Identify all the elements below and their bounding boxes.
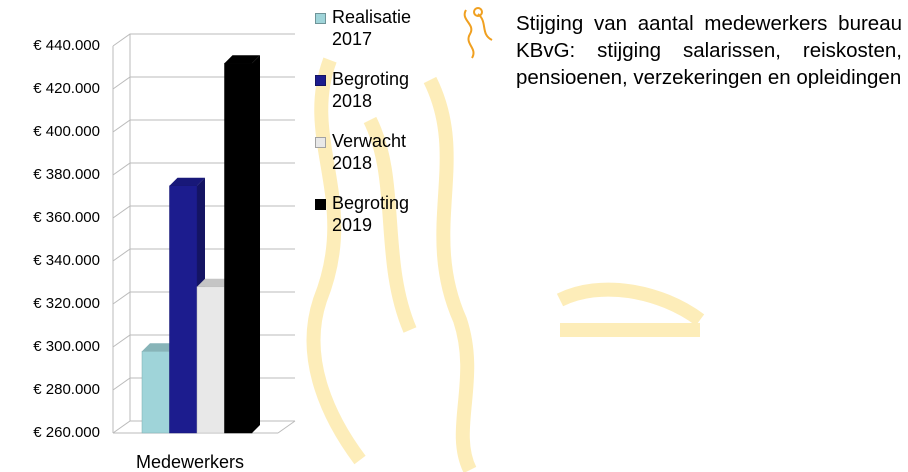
x-tick-label: Medewerkers: [136, 452, 244, 472]
legend-label: Begroting 2018: [332, 68, 424, 112]
y-tick-label: € 380.000: [33, 166, 100, 183]
y-tick-label: € 280.000: [33, 381, 100, 398]
y-tick-label: € 300.000: [33, 338, 100, 355]
legend-item: Verwacht 2018: [315, 130, 425, 174]
y-tick-label: € 360.000: [33, 209, 100, 226]
legend-label: Realisatie 2017: [332, 6, 424, 50]
bar: [225, 63, 253, 433]
bar: [170, 186, 198, 433]
y-tick-label: € 260.000: [33, 424, 100, 441]
y-tick-label: € 440.000: [33, 37, 100, 54]
legend-label: Verwacht 2018: [332, 130, 424, 174]
page: € 260.000 € 280.000 € 300.000 € 320.000 € 34…: [0, 0, 908, 472]
y-tick-label: € 420.000: [33, 80, 100, 97]
legend-swatch: [315, 137, 326, 148]
legend-swatch: [315, 75, 326, 86]
legend-swatch: [315, 13, 326, 24]
axis: [278, 421, 295, 433]
logo: [465, 8, 492, 58]
y-tick-label: € 320.000: [33, 295, 100, 312]
legend-item: Begroting 2019: [315, 192, 425, 236]
watermark: [314, 60, 700, 470]
bar-side: [252, 55, 260, 433]
legend-swatch: [315, 199, 326, 210]
plot: € 260.000 € 280.000 € 300.000 € 320.000 € 34…: [33, 34, 295, 441]
legend-item: Realisatie 2017: [315, 6, 425, 50]
bar: [142, 351, 170, 433]
bar: [197, 287, 225, 433]
legend-item: Begroting 2018: [315, 68, 425, 112]
y-tick-label: € 400.000: [33, 123, 100, 140]
y-tick-label: € 340.000: [33, 252, 100, 269]
annotation: Stijging van aantal medewerkers bureau K…: [516, 10, 902, 91]
legend-label: Begroting 2019: [332, 192, 424, 236]
